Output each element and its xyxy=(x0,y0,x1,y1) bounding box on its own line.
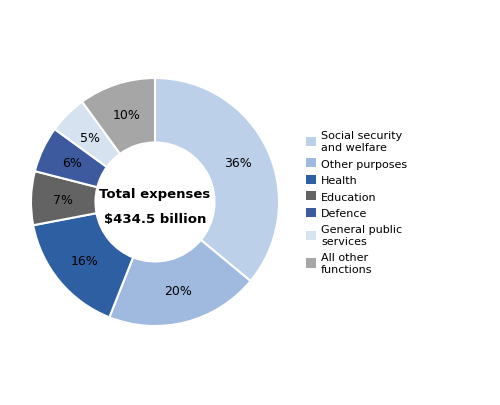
Text: Total expenses: Total expenses xyxy=(100,188,210,200)
Text: 36%: 36% xyxy=(224,157,252,170)
Text: $434.5 billion: $434.5 billion xyxy=(104,212,206,225)
Text: 20%: 20% xyxy=(164,285,192,298)
Text: 5%: 5% xyxy=(80,131,100,144)
Wedge shape xyxy=(110,240,250,326)
Wedge shape xyxy=(33,213,133,318)
Legend: Social security
and welfare, Other purposes, Health, Education, Defence, General: Social security and welfare, Other purpo… xyxy=(306,131,407,274)
Wedge shape xyxy=(155,79,279,281)
Text: 6%: 6% xyxy=(62,157,82,170)
Wedge shape xyxy=(54,102,120,168)
Wedge shape xyxy=(82,79,155,154)
Text: 7%: 7% xyxy=(54,193,74,206)
Wedge shape xyxy=(31,172,98,226)
Text: 10%: 10% xyxy=(112,109,140,122)
Text: 16%: 16% xyxy=(70,254,98,267)
Wedge shape xyxy=(35,130,107,188)
